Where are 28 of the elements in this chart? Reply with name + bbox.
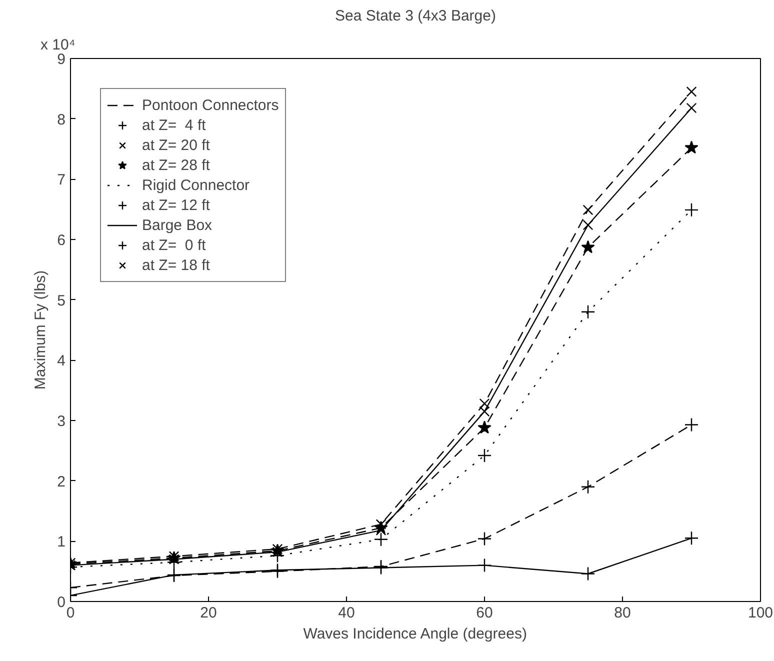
y-tick-label: 7 (57, 172, 66, 189)
y-tick-label: 0 (57, 594, 66, 611)
annotation: Pontoon Connectors (142, 96, 279, 114)
y-tick-label: 4 (57, 352, 66, 370)
x-tick-label: 100 (748, 604, 774, 622)
y-tick-label: 6 (57, 232, 66, 249)
annotation: Barge Box (142, 216, 212, 234)
y-tick-label: 3 (57, 413, 66, 430)
y-tick-label: 5 (57, 292, 66, 310)
y-tick-label: 9 (57, 51, 66, 68)
y-tick-label: 2 (57, 473, 66, 490)
legend-label: at Z= 4 ft (142, 116, 206, 134)
x-tick-label: 40 (338, 604, 355, 622)
x-axis-title: Waves Incidence Angle (degrees) (303, 626, 527, 642)
legend-label: at Z= 20 ft (142, 136, 210, 154)
annotation: Rigid Connector (142, 176, 250, 194)
legend-label: at Z= 28 ft (142, 156, 210, 174)
y-tick-label: 1 (57, 534, 66, 551)
legend-label: at Z= 0 ft (142, 236, 206, 254)
y-axis-title: Maximum Fy (lbs) (32, 270, 50, 390)
x-tick-label: 20 (200, 604, 217, 622)
x-tick-label: 80 (614, 604, 631, 622)
legend-label: at Z= 12 ft (142, 196, 210, 214)
x-tick-label: 60 (476, 604, 493, 622)
chart-title: Sea State 3 (4x3 Barge) (335, 8, 496, 24)
text: x 10⁴ (40, 36, 76, 54)
legend-label: at Z= 18 ft (142, 256, 210, 274)
y-tick-label: 8 (57, 111, 66, 128)
